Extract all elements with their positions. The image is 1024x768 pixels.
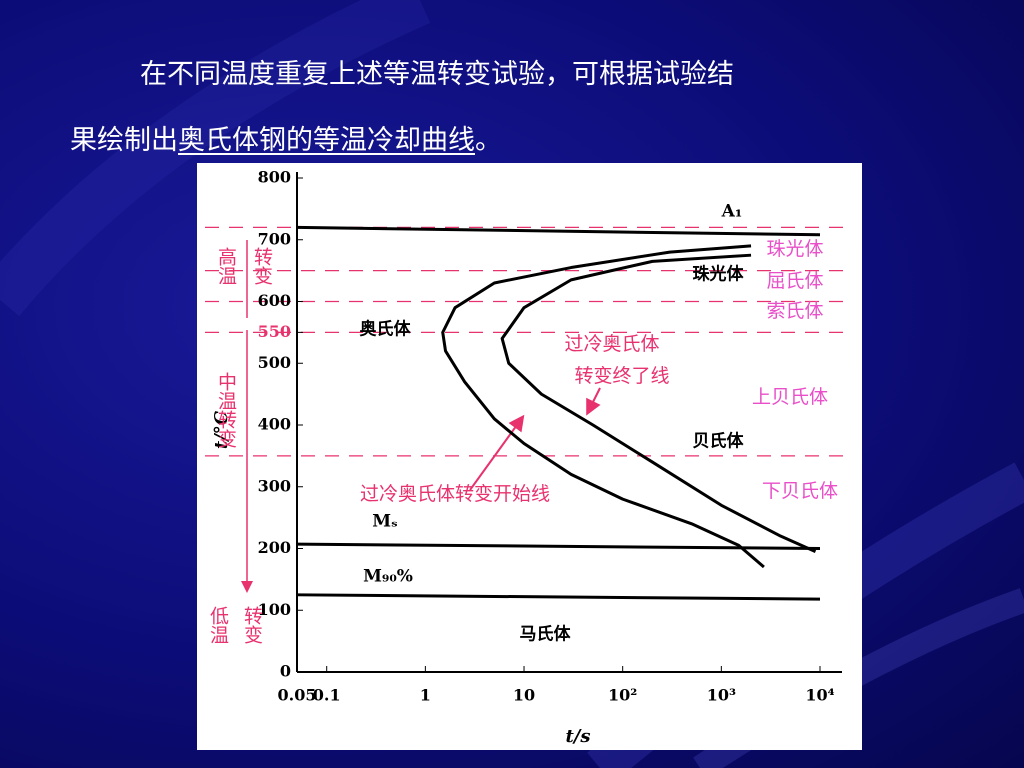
y-tick-label: 500 (258, 353, 291, 372)
annotation: 过冷奥氏体转变开始线 (360, 483, 550, 505)
x-tick-label: 10⁴ (805, 686, 834, 705)
arrow (469, 414, 525, 491)
y-tick-label: 600 (258, 291, 291, 310)
curve (441, 244, 765, 569)
annotation: 奥氏体 (360, 319, 412, 340)
annotation: 珠光体 (693, 264, 745, 285)
annotation: 低温 (207, 606, 229, 644)
annotation: 转变终了线 (574, 365, 669, 387)
curve (296, 542, 821, 550)
paragraph-line: 果绘制出奥氏体钢的等温冷却曲线。 (70, 118, 502, 157)
x-axis-label: t/s (565, 726, 590, 747)
arrow (586, 387, 601, 416)
y-axis-label: t/°C (211, 410, 232, 449)
curve (500, 253, 817, 553)
annotation: 中温转变 (215, 372, 237, 448)
annotation: M₉₀% (363, 567, 413, 587)
annotation: 转变 (241, 606, 263, 644)
annotation: 马氏体 (520, 624, 572, 645)
annotation: 贝氏体 (693, 431, 745, 452)
x-tick-label: 0.05 (278, 686, 317, 705)
annotation: 索氏体 (766, 300, 823, 322)
annotation: 屈氏体 (766, 270, 823, 292)
curve (296, 225, 821, 237)
x-tick-label: 10 (513, 686, 535, 705)
annotation: A₁ (721, 202, 743, 222)
y-tick-label: 800 (258, 168, 291, 187)
y-tick-label: 100 (258, 600, 291, 619)
underlined-text: 奥氏体钢的等温冷却曲线 (178, 125, 475, 156)
y-tick-label: 400 (258, 415, 291, 434)
annotation: 上贝氏体 (752, 386, 828, 408)
x-tick-label: 1 (420, 686, 431, 705)
y-tick-label: 300 (258, 476, 291, 495)
annotation: 转变 (251, 247, 273, 285)
y-tick-label: 550 (258, 322, 291, 341)
ttt-diagram: 0 100 200 300 400 500 550 600 700 800 0.050.1 1 10 10… (197, 163, 862, 750)
annotation: 高温 (215, 247, 237, 285)
annotation: 珠光体 (766, 238, 823, 260)
text: 果绘制出 (70, 125, 178, 156)
annotation: Mₛ (372, 512, 398, 532)
annotation: 下贝氏体 (762, 480, 838, 502)
y-tick-label: 0 (280, 662, 291, 681)
y-tick-label: 700 (258, 229, 291, 248)
y-tick-label: 200 (258, 538, 291, 557)
text: 。 (475, 125, 502, 156)
curve (296, 593, 821, 601)
annotation: 过冷奥氏体 (564, 333, 659, 355)
paragraph-line: 在不同温度重复上述等温转变试验，可根据试验结 (140, 59, 734, 90)
x-tick-label: 10³ (707, 686, 736, 705)
x-tick-label: 0.1 (313, 686, 341, 705)
x-tick-label: 10² (608, 686, 637, 705)
